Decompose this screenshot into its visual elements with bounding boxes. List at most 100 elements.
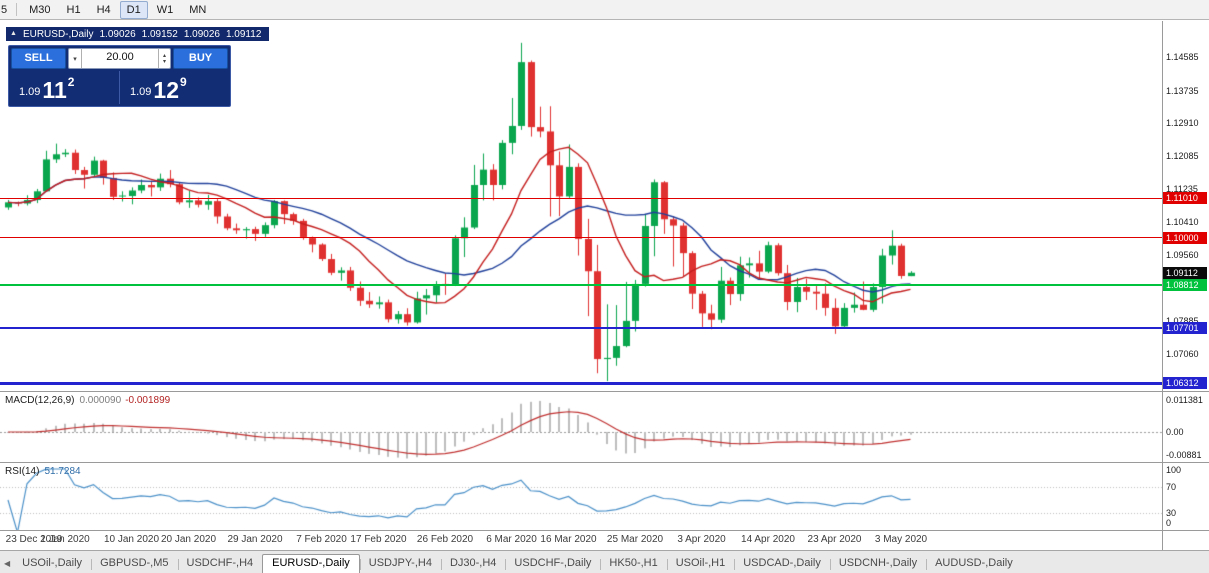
date-label: 3 Apr 2020 [677, 534, 726, 545]
date-label: 20 Jan 2020 [160, 534, 217, 545]
timeframe-button-d1[interactable]: D1 [119, 0, 148, 19]
buy-price-sup: 9 [180, 75, 187, 89]
chart-tab-usdchf-daily[interactable]: USDCHF-,Daily [505, 554, 600, 573]
timeframe-button-m30[interactable]: M30 [29, 3, 51, 16]
tab-scroll-left-icon[interactable]: ◀ [4, 559, 11, 568]
chart-tab-gbpusd-m5[interactable]: GBPUSD-,M5 [91, 554, 177, 573]
price-badge-1.11010: 1.11010 [1163, 192, 1207, 204]
date-label: 7 Feb 2020 [296, 534, 347, 545]
price-badge-1.08812: 1.08812 [1163, 278, 1207, 291]
timeframe-button-h4[interactable]: H4 [96, 3, 111, 16]
macd-signal-value: -0.001899 [125, 395, 171, 406]
price-badge-1.06312: 1.06312 [1163, 377, 1207, 389]
date-label: 29 Jan 2020 [227, 534, 283, 545]
chart-tab-hk50-h1[interactable]: HK50-,H1 [600, 554, 666, 573]
macd-main-value: 0.000090 [79, 395, 122, 406]
date-label: 14 Apr 2020 [741, 534, 795, 545]
date-label: 1 Jan 2020 [40, 534, 90, 545]
rsi-name: RSI(14) [5, 466, 40, 477]
hline-1.07701[interactable] [0, 327, 1163, 330]
chart-tab-dj30-h4[interactable]: DJ30-,H4 [440, 554, 505, 573]
date-label: 16 Mar 2020 [540, 534, 597, 545]
rsi-dates-separator [0, 530, 1209, 531]
main-macd-separator[interactable] [0, 391, 1209, 392]
chart-tab-usdchf-h4[interactable]: USDCHF-,H4 [177, 554, 263, 573]
timeframe-button-h1[interactable]: H1 [66, 3, 81, 16]
date-label: 23 Apr 2020 [807, 534, 862, 545]
rsi-axis-label: 0 [1166, 518, 1172, 528]
date-axis: 23 Dec 2019 1 Jan 2020 10 Jan 2020 20 Jan 2… [0, 531, 1162, 550]
sell-price-sup: 2 [67, 75, 75, 89]
volume-dropdown-button[interactable]: ▾ [69, 49, 82, 68]
date-label: 6 Mar 2020 [486, 534, 537, 545]
ohlc-low: 1.09026 [183, 28, 220, 40]
ohlc-close: 1.09112 [225, 28, 262, 40]
price-tick-label: 1.14585 [1166, 52, 1199, 63]
one-click-trading-panel: SELL ▾ 20.00 ▴ ▾ BUY 1.09 11 2 1.09 [8, 45, 231, 107]
date-label: 23 Dec 2019 [5, 534, 63, 545]
price-tick-label: 1.11235 [1166, 184, 1198, 195]
spinner-up-icon: ▴ [162, 52, 166, 59]
date-label: 26 Feb 2020 [416, 534, 474, 545]
volume-value[interactable]: 20.00 [106, 51, 134, 63]
timeframe-button-mn[interactable]: MN [189, 3, 207, 16]
macd-axis-label: -0.00881 [1166, 450, 1202, 460]
chart-tab-audusd-daily[interactable]: AUDUSD-,Daily [926, 554, 1022, 573]
price-tick-label: 1.10410 [1166, 216, 1199, 227]
chevron-down-icon: ▾ [73, 55, 77, 63]
timeframe-button-5[interactable]: 5 [1, 3, 8, 16]
chart-tab-usdcnh-daily[interactable]: USDCNH-,Daily [829, 554, 926, 573]
sell-price-big: 11 [42, 77, 67, 103]
chart-tab-usoil-h1[interactable]: USOil-,H1 [666, 554, 735, 573]
price-tick-label: 1.13735 [1166, 85, 1199, 96]
price-badge-1.07701: 1.07701 [1163, 322, 1207, 335]
macd-rsi-separator[interactable] [0, 462, 1209, 463]
chart-window-icon: ▲ [10, 30, 17, 37]
volume-spinner[interactable]: ▴ ▾ [158, 49, 170, 68]
price-divider [119, 71, 120, 104]
rsi-value: 51.7284 [44, 466, 81, 477]
buy-price-base: 1.09 [130, 86, 152, 98]
macd-axis-label: 0.011381 [1166, 395, 1203, 405]
timeframe-button-w1[interactable]: W1 [156, 3, 174, 16]
hline-1.06312[interactable] [0, 381, 1163, 385]
chart-window-title[interactable]: ▲ EURUSD-,Daily 1.09026 1.09152 1.09026 … [6, 27, 270, 41]
timeframe-toolbar: 5 M30 H1 H4 D1 W1 MN [0, 0, 1209, 20]
price-tick-label: 1.12085 [1166, 150, 1199, 161]
buy-price-display[interactable]: 1.09 12 9 [122, 71, 228, 104]
rsi-axis-label: 70 [1166, 482, 1177, 492]
toolbar-separator [16, 3, 18, 16]
price-badge-1.10000: 1.10000 [1163, 231, 1207, 244]
price-axis: 1.14585 1.13735 1.12910 1.12085 1.11235 1.104… [1163, 0, 1209, 573]
date-label: 25 Mar 2020 [606, 534, 664, 545]
macd-name: MACD(12,26,9) [5, 395, 75, 406]
rsi-axis-label: 30 [1166, 508, 1177, 518]
ohlc-high: 1.09152 [141, 28, 178, 40]
chart-title-symbol: EURUSD-,Daily [22, 28, 94, 40]
rsi-indicator-label: RSI(14) 51.7284 [5, 466, 81, 477]
rsi-axis-label: 100 [1166, 465, 1182, 475]
price-tick-label: 1.12910 [1166, 118, 1199, 129]
hline-1.11010[interactable] [0, 197, 1163, 199]
macd-indicator-label: MACD(12,26,9) 0.000090 -0.001899 [5, 395, 170, 406]
hline-1.08812[interactable] [0, 283, 1163, 286]
macd-axis-label: 0.00 [1166, 427, 1184, 437]
buy-button[interactable]: BUY [173, 48, 228, 69]
chart-tab-usdcad-daily[interactable]: USDCAD-,Daily [734, 554, 830, 573]
sell-button[interactable]: SELL [11, 48, 66, 69]
date-label: 3 May 2020 [874, 534, 928, 545]
current-price-badge: 1.09112 [1163, 266, 1207, 279]
chart-tab-usoil-daily[interactable]: USOil-,Daily [22, 557, 83, 569]
price-tick-label: 1.07885 [1166, 316, 1199, 327]
price-tick-label: 1.07060 [1166, 348, 1199, 359]
volume-control: ▾ 20.00 ▴ ▾ [68, 48, 171, 69]
buy-price-big: 12 [153, 77, 180, 103]
chart-tab-usdjpy-h4[interactable]: USDJPY-,H4 [359, 554, 441, 573]
sell-price-base: 1.09 [19, 86, 41, 98]
chart-tab-eurusd-daily[interactable]: EURUSD-,Daily [262, 554, 360, 573]
hline-1.10000[interactable] [0, 237, 1163, 239]
sell-price-display[interactable]: 1.09 11 2 [11, 71, 117, 104]
ohlc-open: 1.09026 [99, 28, 136, 40]
chart-tab-bar: ◀ USOil-,Daily GBPUSD-,M5 USDCHF-,H4 EURUSD-… [0, 550, 1209, 573]
